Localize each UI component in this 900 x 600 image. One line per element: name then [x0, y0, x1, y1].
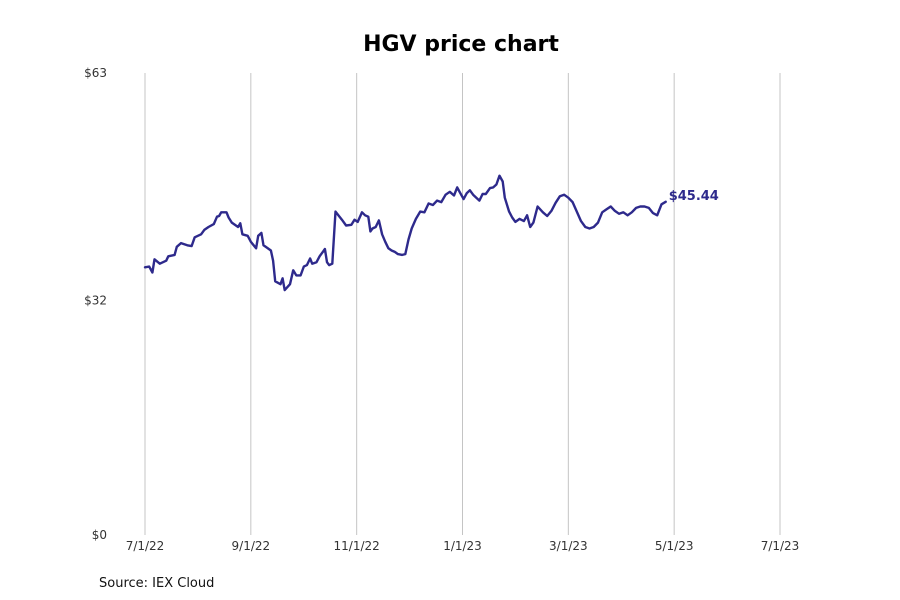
y-axis-ticks: $0 $32 $63 — [84, 66, 107, 542]
x-tick-label: 3/1/23 — [549, 539, 588, 553]
y-tick-label: $0 — [92, 528, 107, 542]
x-tick-label: 1/1/23 — [443, 539, 482, 553]
x-axis-ticks: 7/1/22 9/1/22 11/1/22 1/1/23 3/1/23 5/1/23 7/1… — [126, 539, 800, 553]
x-tick-label: 5/1/23 — [655, 539, 694, 553]
series-line-hgv — [143, 174, 667, 292]
source-note: Source: IEX Cloud — [99, 576, 214, 591]
x-tick-label: 9/1/22 — [232, 539, 271, 553]
y-tick-label: $32 — [84, 293, 107, 307]
chart-title: HGV price chart — [363, 32, 559, 57]
x-tick-label: 11/1/22 — [334, 539, 380, 553]
last-price-label: $45.44 — [669, 189, 719, 204]
x-tick-label: 7/1/23 — [761, 539, 800, 553]
y-tick-label: $63 — [84, 66, 107, 80]
gridlines — [144, 73, 781, 535]
x-tick-label: 7/1/22 — [126, 539, 165, 553]
